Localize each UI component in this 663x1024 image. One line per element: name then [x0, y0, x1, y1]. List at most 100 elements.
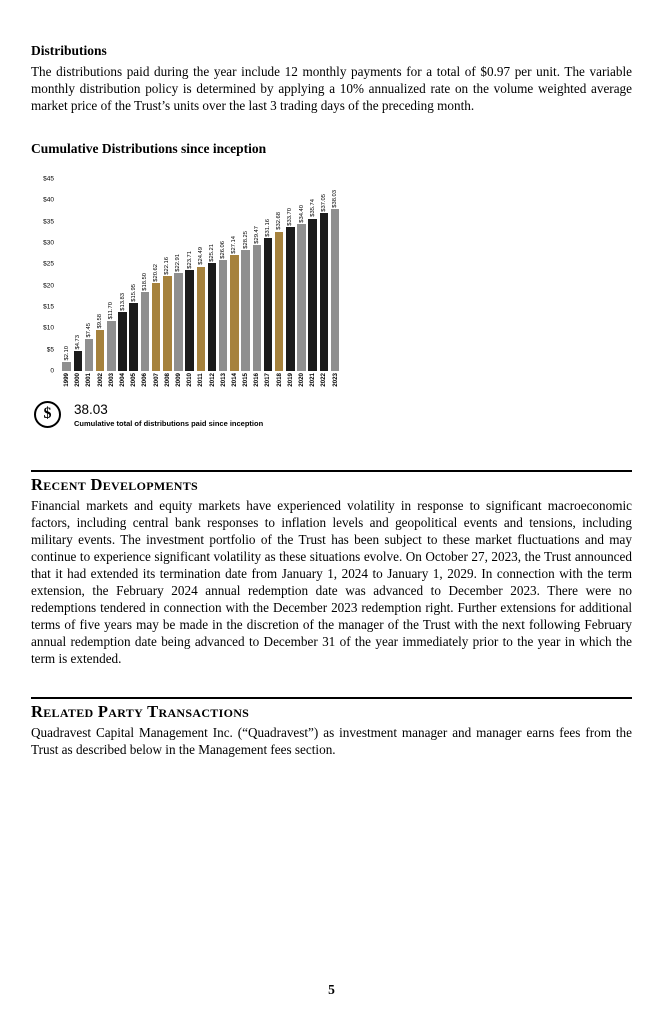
chart-x-axis: 1999 2000 2001 2002 2003 2004 2005 2006 2007 2008… [61, 371, 373, 387]
x-axis-label: 1999 [63, 373, 71, 387]
x-axis-label: 2018 [275, 373, 283, 387]
section-divider [31, 696, 632, 699]
x-axis-label-cell: 2022 [318, 371, 329, 387]
bar-2017 [263, 238, 273, 371]
y-axis-tick: $25 [43, 260, 54, 268]
bar-value-label: $22.16 [164, 257, 171, 275]
bar-2010 [185, 269, 194, 371]
x-axis-label: 2001 [85, 373, 93, 387]
page-number: 5 [328, 982, 335, 997]
y-axis-tick: $15 [43, 303, 54, 311]
chart-bar-group: $38.03 [330, 190, 341, 371]
chart-bar-group: $28.25 [240, 231, 251, 371]
distributions-heading: Distributions [31, 43, 107, 58]
chart-bar-group: $26.06 [218, 241, 229, 371]
x-axis-label: 2014 [230, 373, 238, 387]
bar-2011 [196, 266, 206, 371]
bar-value-label: $9.58 [97, 314, 104, 329]
chart-bar-group: $22.91 [173, 254, 184, 371]
bar-2015 [241, 250, 250, 371]
x-axis-label: 2000 [74, 373, 82, 387]
bar-value-label: $11.70 [108, 302, 115, 320]
bar-value-label: $25.21 [209, 244, 216, 262]
bar-2023 [330, 208, 340, 371]
x-axis-label-cell: 2020 [296, 371, 307, 387]
bar-value-label: $29.47 [253, 226, 260, 244]
cumulative-distributions-chart: $45 $40 $35 $30 $25 $20 $15 $10 $5 0 $2.10 $4.73 $7… [31, 175, 373, 387]
cumulative-total-value: 38.03 [74, 401, 108, 417]
chart-bar-group: $23.71 [184, 251, 195, 371]
chart-bar-group: $33.70 [285, 208, 296, 371]
cumulative-total-summary: $ 38.03 Cumulative total of distribution… [34, 400, 632, 428]
bar-2013 [218, 259, 228, 371]
chart-plot: $2.10 $4.73 $7.45 $9.58 $11.70 $13.83 $15.95 $1… [61, 179, 373, 371]
x-axis-label-cell: 2003 [106, 371, 117, 387]
y-axis-tick: $20 [43, 282, 54, 290]
bar-2003 [107, 321, 116, 371]
bar-value-label: $13.83 [119, 292, 126, 311]
bar-2009 [174, 273, 183, 371]
y-axis-tick: $40 [43, 196, 54, 204]
bar-2000 [73, 350, 83, 371]
chart-bar-group: $2.10 [61, 346, 72, 371]
chart-bar-group: $31.16 [262, 219, 273, 371]
bar-2004 [118, 312, 127, 371]
bar-value-label: $33.70 [287, 207, 294, 226]
chart-bar-group: $27.14 [229, 236, 240, 371]
cumulative-total-caption: Cumulative total of distributions paid s… [74, 418, 264, 428]
chart-bar-group: $9.58 [95, 314, 106, 371]
x-axis-label-cell: 2023 [330, 371, 341, 387]
bar-value-label: $2.10 [63, 346, 70, 361]
related-party-heading: Related Party Transactions [31, 701, 250, 721]
chart-bar-group: $18.50 [139, 273, 150, 371]
bar-2018 [274, 231, 284, 371]
bar-value-label: $38.03 [332, 189, 339, 208]
bar-2014 [230, 255, 239, 371]
bar-2001 [84, 339, 94, 371]
bar-value-label: $34.40 [298, 205, 305, 223]
x-axis-label: 2012 [208, 373, 216, 387]
chart-y-axis: $45 $40 $35 $30 $25 $20 $15 $10 $5 0 [31, 175, 57, 375]
x-axis-label-cell: 1999 [61, 371, 72, 387]
chart-bar-group: $7.45 [83, 323, 94, 371]
x-axis-label: 2002 [96, 373, 104, 387]
bar-2005 [129, 302, 138, 371]
bar-2008 [163, 276, 172, 371]
x-axis-label-cell: 2013 [218, 371, 229, 387]
x-axis-label: 2011 [197, 373, 205, 387]
bar-2016 [252, 245, 262, 371]
x-axis-label: 2004 [119, 373, 127, 387]
x-axis-label: 2009 [174, 373, 182, 387]
bar-value-label: $26.06 [220, 240, 227, 259]
y-axis-tick: $10 [43, 324, 54, 332]
chart-bar-group: $25.21 [206, 244, 217, 371]
x-axis-label: 2022 [320, 373, 328, 387]
x-axis-label-cell: 2001 [83, 371, 94, 387]
y-axis-tick: $5 [46, 346, 54, 354]
x-axis-label-cell: 2015 [240, 371, 251, 387]
bar-value-label: $18.50 [141, 272, 148, 291]
chart-bar-group: $29.47 [251, 226, 262, 371]
chart-bar-group: $20.62 [151, 264, 162, 371]
bar-2002 [95, 330, 105, 371]
chart-bar-group: $37.05 [318, 194, 329, 371]
bar-value-label: $31.16 [264, 218, 271, 237]
chart-bar-group: $11.70 [106, 302, 117, 371]
x-axis-label-cell: 2004 [117, 371, 128, 387]
x-axis-label: 2010 [186, 373, 194, 387]
x-axis-label: 2020 [298, 373, 306, 387]
x-axis-label-cell: 2002 [95, 371, 106, 387]
x-axis-label-cell: 2008 [162, 371, 173, 387]
bar-value-label: $23.71 [186, 250, 193, 269]
x-axis-label-cell: 2000 [72, 371, 83, 387]
x-axis-label: 2021 [309, 373, 317, 387]
x-axis-label-cell: 2011 [195, 371, 206, 387]
y-axis-tick: $35 [43, 218, 54, 226]
bar-value-label: $24.49 [197, 247, 204, 266]
bar-2019 [286, 227, 295, 371]
x-axis-label: 2003 [107, 373, 115, 387]
y-axis-tick: $45 [43, 175, 54, 183]
x-axis-label: 2015 [242, 373, 250, 387]
summary-text: 38.03 Cumulative total of distributions … [74, 401, 263, 428]
distributions-paragraph: The distributions paid during the year i… [31, 64, 632, 113]
